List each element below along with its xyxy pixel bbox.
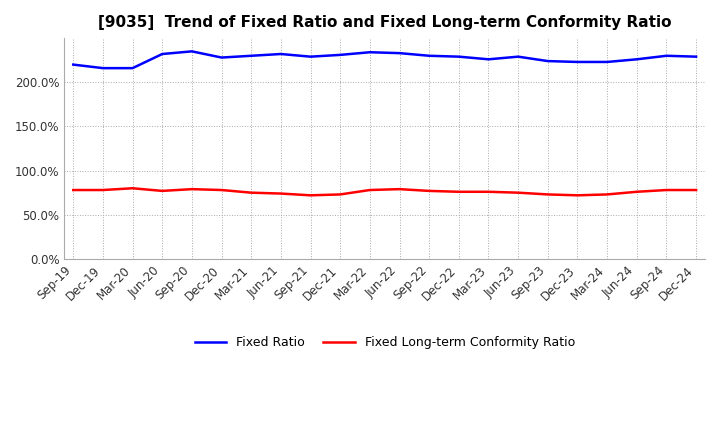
Fixed Long-term Conformity Ratio — [573, 193, 582, 198]
Fixed Long-term Conformity Ratio — [69, 187, 78, 193]
Fixed Long-term Conformity Ratio — [662, 187, 671, 193]
Fixed Ratio — [603, 59, 611, 65]
Line: Fixed Ratio: Fixed Ratio — [73, 51, 696, 68]
Fixed Ratio — [128, 66, 137, 71]
Fixed Ratio — [454, 54, 463, 59]
Fixed Ratio — [573, 59, 582, 65]
Fixed Ratio — [632, 57, 641, 62]
Fixed Ratio — [692, 54, 701, 59]
Fixed Long-term Conformity Ratio — [514, 190, 523, 195]
Legend: Fixed Ratio, Fixed Long-term Conformity Ratio: Fixed Ratio, Fixed Long-term Conformity … — [189, 331, 580, 354]
Fixed Ratio — [366, 50, 374, 55]
Fixed Ratio — [425, 53, 433, 59]
Fixed Ratio — [276, 51, 285, 57]
Fixed Ratio — [336, 52, 344, 58]
Fixed Long-term Conformity Ratio — [425, 188, 433, 194]
Fixed Ratio — [662, 53, 671, 59]
Fixed Ratio — [217, 55, 226, 60]
Fixed Ratio — [484, 57, 492, 62]
Fixed Long-term Conformity Ratio — [99, 187, 107, 193]
Fixed Long-term Conformity Ratio — [366, 187, 374, 193]
Fixed Long-term Conformity Ratio — [247, 190, 256, 195]
Fixed Ratio — [99, 66, 107, 71]
Fixed Ratio — [188, 49, 197, 54]
Fixed Ratio — [514, 54, 523, 59]
Fixed Long-term Conformity Ratio — [395, 187, 404, 192]
Fixed Long-term Conformity Ratio — [336, 192, 344, 197]
Fixed Ratio — [306, 54, 315, 59]
Fixed Long-term Conformity Ratio — [484, 189, 492, 194]
Fixed Ratio — [158, 51, 166, 57]
Fixed Long-term Conformity Ratio — [217, 187, 226, 193]
Fixed Long-term Conformity Ratio — [454, 189, 463, 194]
Fixed Long-term Conformity Ratio — [692, 187, 701, 193]
Fixed Long-term Conformity Ratio — [276, 191, 285, 196]
Title: [9035]  Trend of Fixed Ratio and Fixed Long-term Conformity Ratio: [9035] Trend of Fixed Ratio and Fixed Lo… — [98, 15, 672, 30]
Fixed Ratio — [69, 62, 78, 67]
Fixed Ratio — [395, 51, 404, 56]
Fixed Ratio — [247, 53, 256, 59]
Fixed Long-term Conformity Ratio — [306, 193, 315, 198]
Fixed Ratio — [544, 59, 552, 64]
Fixed Long-term Conformity Ratio — [188, 187, 197, 192]
Fixed Long-term Conformity Ratio — [128, 186, 137, 191]
Line: Fixed Long-term Conformity Ratio: Fixed Long-term Conformity Ratio — [73, 188, 696, 195]
Fixed Long-term Conformity Ratio — [158, 188, 166, 194]
Fixed Long-term Conformity Ratio — [544, 192, 552, 197]
Fixed Long-term Conformity Ratio — [603, 192, 611, 197]
Fixed Long-term Conformity Ratio — [632, 189, 641, 194]
